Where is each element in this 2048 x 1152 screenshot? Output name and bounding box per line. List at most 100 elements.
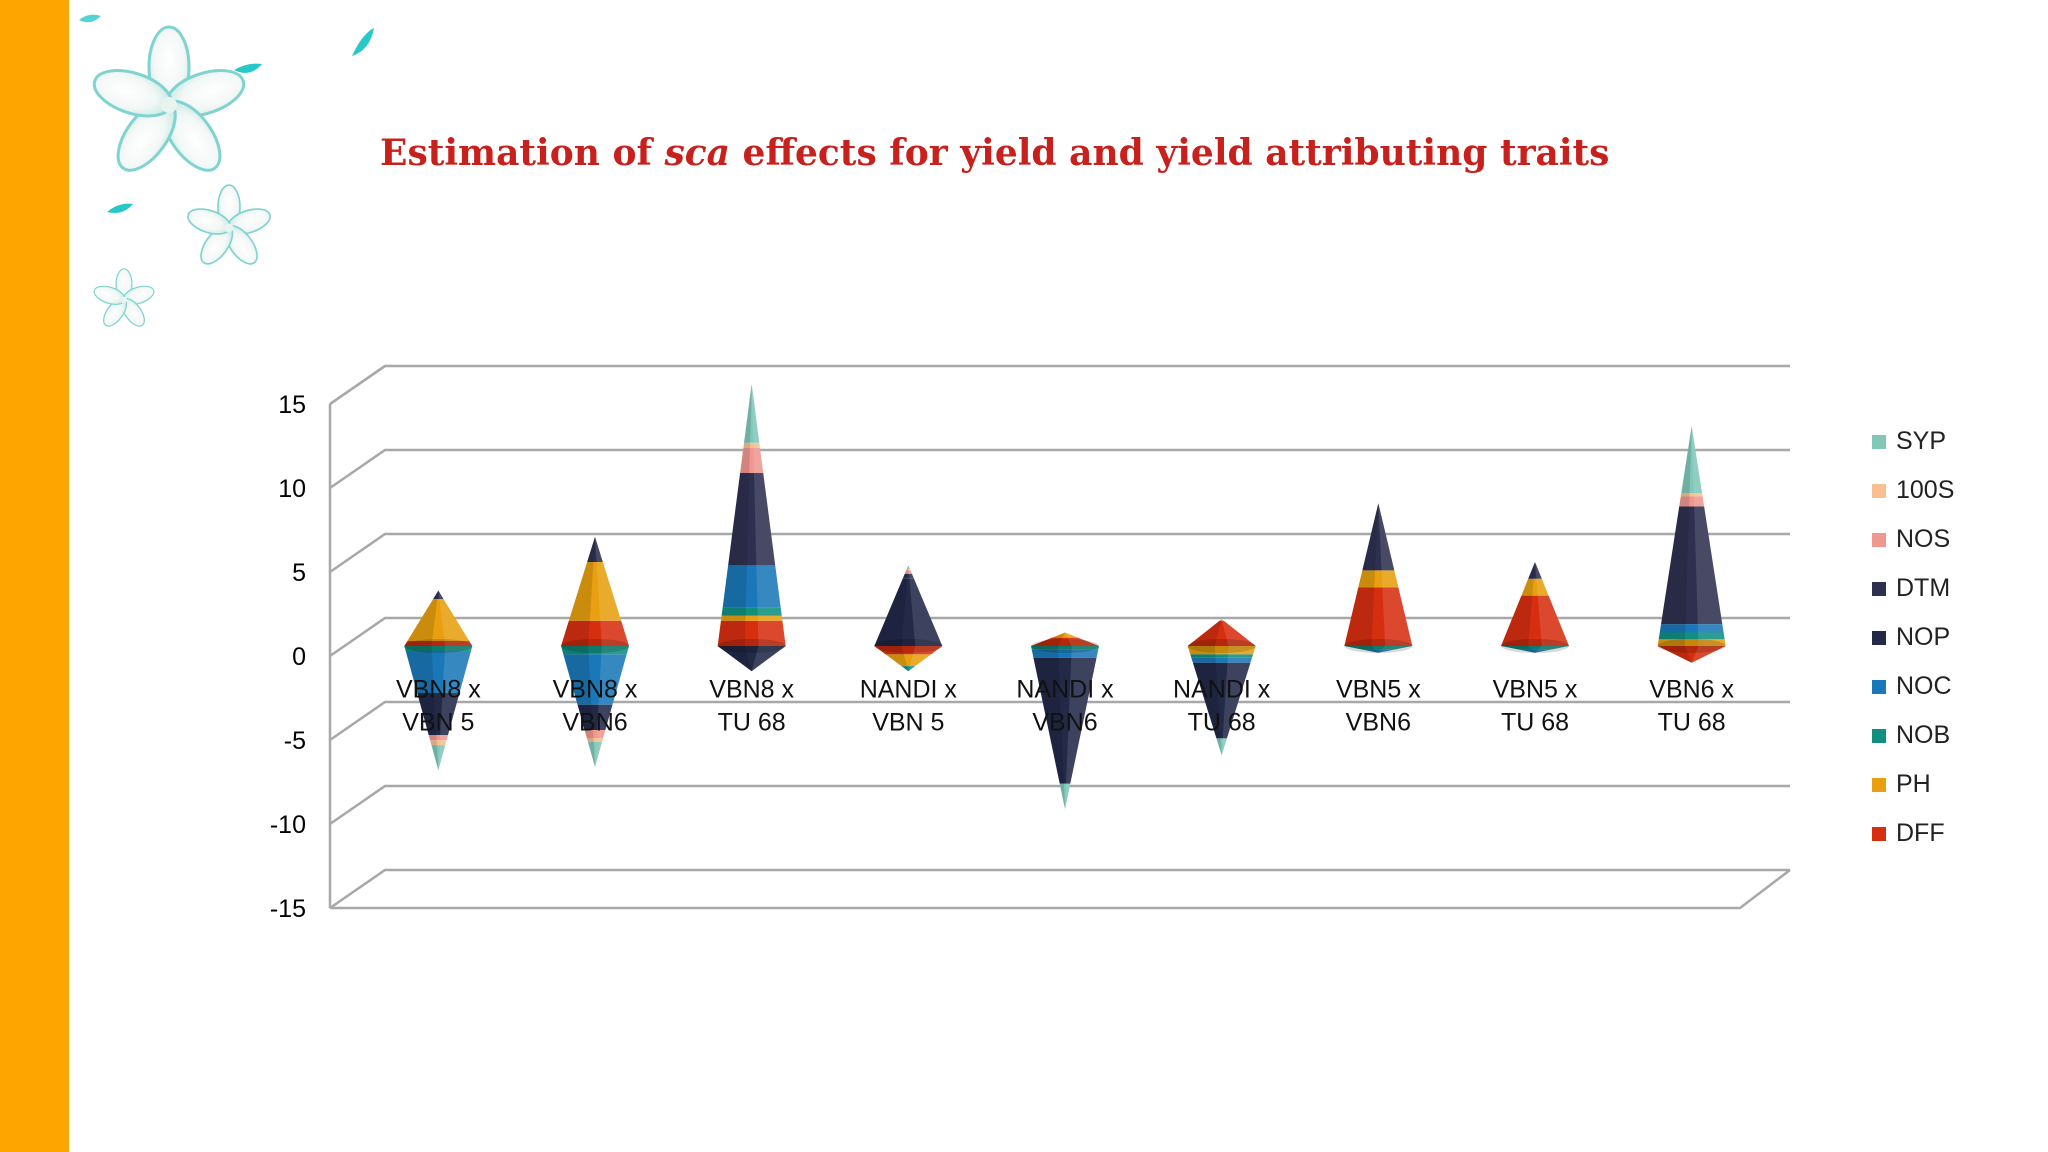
gridline [329, 700, 1790, 742]
cone-highlight [1691, 646, 1726, 663]
x-category-label: VBN6 x [1649, 676, 1734, 704]
cone-highlight [1691, 425, 1726, 646]
cone-segment [1358, 570, 1399, 588]
cone-highlight [908, 565, 943, 646]
cone-segment [1518, 649, 1552, 653]
cone-base [1501, 639, 1569, 653]
cone-segment [717, 646, 786, 672]
cone-segment [1521, 578, 1549, 596]
cone-highlight [438, 590, 473, 646]
cone-highlight [1378, 646, 1413, 653]
gridline [329, 364, 1790, 406]
cone-segment [1657, 639, 1726, 646]
x-category-label: VBN5 x [1493, 676, 1578, 704]
cone-highlight [595, 536, 629, 646]
cone-base [1344, 639, 1413, 653]
cone-segment [885, 654, 931, 667]
cone-segment [1680, 493, 1703, 497]
cone-segment [417, 693, 460, 736]
y-tick-label: 10 [278, 475, 306, 503]
legend-label: NOB [1896, 721, 1950, 749]
gridline [329, 868, 1790, 910]
y-tick-label: -10 [270, 811, 306, 839]
gridline [329, 532, 1790, 574]
cone-segment [587, 536, 603, 562]
cone-segment [906, 565, 910, 569]
cone-segment [720, 615, 783, 621]
cone-highlight [438, 646, 473, 771]
cone-shade [1344, 646, 1379, 653]
cone-shade [1657, 646, 1692, 663]
cone-segment [587, 741, 603, 767]
cone-base [717, 639, 786, 653]
y-axis-ticks: 15 10 5 0 -5 -10 -15 [270, 391, 306, 923]
cone-shade [717, 646, 752, 672]
cone-shade [1344, 503, 1379, 646]
chart-legend: SYP 100S NOS DTM NOP NOC NOB PH DFF [1872, 427, 1954, 847]
legend-label: DTM [1896, 574, 1950, 602]
cone-shade [1501, 562, 1535, 646]
cone-segment [404, 646, 473, 652]
cone-segment [404, 640, 473, 646]
legend-label: NOS [1896, 525, 1950, 553]
cone-segment [1052, 632, 1078, 638]
x-category-label: TU 68 [1658, 709, 1726, 737]
cone-segment [744, 383, 760, 443]
cone-highlight [1065, 632, 1099, 646]
cone-segment [717, 620, 786, 646]
gridline [329, 616, 1790, 658]
cone-group [874, 565, 943, 672]
cone-segment [1679, 496, 1705, 507]
cone-segment [1344, 587, 1413, 646]
legend-label: 100S [1896, 476, 1954, 504]
legend-swatch [1872, 484, 1886, 498]
cone-segment [1681, 425, 1703, 494]
cone-segment [740, 447, 764, 473]
cone-segment [722, 565, 781, 608]
y-tick-label: 0 [292, 643, 306, 671]
cone-segment [1528, 562, 1542, 579]
cone-segment [1216, 738, 1227, 756]
gridline [329, 784, 1790, 826]
x-category-label: VBN6 [1346, 709, 1411, 737]
cone-segment [1031, 637, 1099, 646]
y-tick-label: 15 [278, 391, 306, 419]
legend-label: DFF [1896, 819, 1945, 847]
cone-segment [1033, 657, 1097, 784]
cone-shade [1031, 646, 1065, 809]
x-category-label: VBN 5 [402, 709, 474, 737]
cone-segment [586, 738, 604, 742]
flower-decoration-icon [79, 14, 374, 331]
cone-shade [1187, 646, 1222, 756]
cone-shade [1031, 632, 1065, 646]
cone-highlight [1535, 562, 1569, 646]
cone-segment [902, 573, 914, 579]
chart-cones [404, 383, 1726, 809]
cone-highlight [1378, 503, 1413, 646]
legend-label: NOC [1896, 672, 1952, 700]
cone-base [404, 639, 473, 653]
cone-shade [404, 646, 439, 771]
cone-segment [1361, 649, 1396, 653]
legend-swatch [1872, 533, 1886, 547]
cone-segment [561, 620, 629, 646]
cone-group [561, 536, 629, 767]
cone-segment [1187, 646, 1256, 655]
cone-group [1657, 425, 1726, 663]
cone-highlight [1221, 619, 1256, 646]
chart-gridlines [328, 364, 1791, 910]
cone-segment [407, 598, 470, 641]
legend-swatch [1872, 435, 1886, 449]
cone-segment [874, 578, 943, 646]
legend-swatch [1872, 827, 1886, 841]
cone-highlight [1221, 646, 1256, 756]
cone-base [1657, 639, 1726, 653]
cone-segment [428, 735, 448, 741]
legend-swatch [1872, 631, 1886, 645]
side-accent-bar [0, 0, 69, 1152]
cone-shade [874, 565, 909, 646]
x-category-label: VBN8 x [709, 676, 794, 704]
cone-segment [1658, 632, 1725, 640]
cone-shade [404, 590, 439, 646]
